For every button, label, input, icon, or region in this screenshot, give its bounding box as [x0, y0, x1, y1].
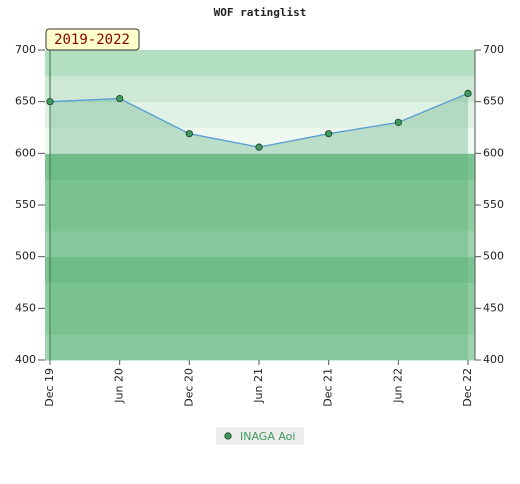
y-tick-label: 700	[15, 43, 36, 56]
plot-band	[45, 308, 475, 335]
plot-band	[45, 334, 475, 361]
y-tick-label: 650	[15, 95, 36, 108]
x-tick-label: Jun 21	[252, 368, 265, 404]
plot-band	[45, 75, 475, 103]
y-tick-label: 400	[15, 353, 36, 366]
y2-tick-label: 400	[483, 353, 504, 366]
x-tick-label: Dec 20	[182, 368, 195, 407]
y2-tick-label: 550	[483, 198, 504, 211]
legend-box	[216, 427, 304, 445]
y2-tick-label: 600	[483, 146, 504, 159]
marker	[185, 130, 193, 138]
chart-title: WOF ratinglist	[214, 6, 307, 19]
y-tick-label: 600	[15, 146, 36, 159]
legend-item: INAGA Aoi	[216, 427, 304, 445]
y-tick-label: 500	[15, 250, 36, 263]
y2-tick-label: 500	[483, 250, 504, 263]
x-tick-label: Dec 19	[43, 368, 56, 407]
marker	[394, 118, 402, 126]
plot-band	[45, 50, 475, 77]
y-tick-label: 450	[15, 301, 36, 314]
x-tick-label: Dec 22	[461, 368, 474, 407]
marker	[255, 143, 263, 151]
marker	[116, 94, 124, 103]
annotation-box	[45, 28, 140, 51]
y2-tick-label: 700	[483, 43, 504, 56]
legend-label: INAGA Aoi	[240, 430, 295, 443]
x-tick-label: Jun 20	[113, 368, 126, 404]
y2-tick-label: 450	[483, 301, 504, 314]
plot-band	[45, 153, 475, 180]
marker	[325, 130, 333, 138]
marker	[46, 98, 54, 106]
legend-marker	[224, 432, 232, 440]
x-tick-label: Dec 21	[322, 368, 335, 407]
area	[50, 93, 468, 361]
plot-band	[45, 179, 475, 206]
plot-band	[45, 205, 475, 232]
plot-band	[45, 256, 475, 283]
marker	[464, 89, 472, 98]
x-tick-label: Jun 22	[391, 368, 404, 404]
annotation: 2019-2022	[54, 32, 130, 48]
plot-band	[45, 230, 475, 258]
y2-tick-label: 650	[483, 95, 504, 108]
plot-band	[45, 101, 475, 128]
y-tick-label: 550	[15, 198, 36, 211]
plot-band	[45, 282, 475, 309]
